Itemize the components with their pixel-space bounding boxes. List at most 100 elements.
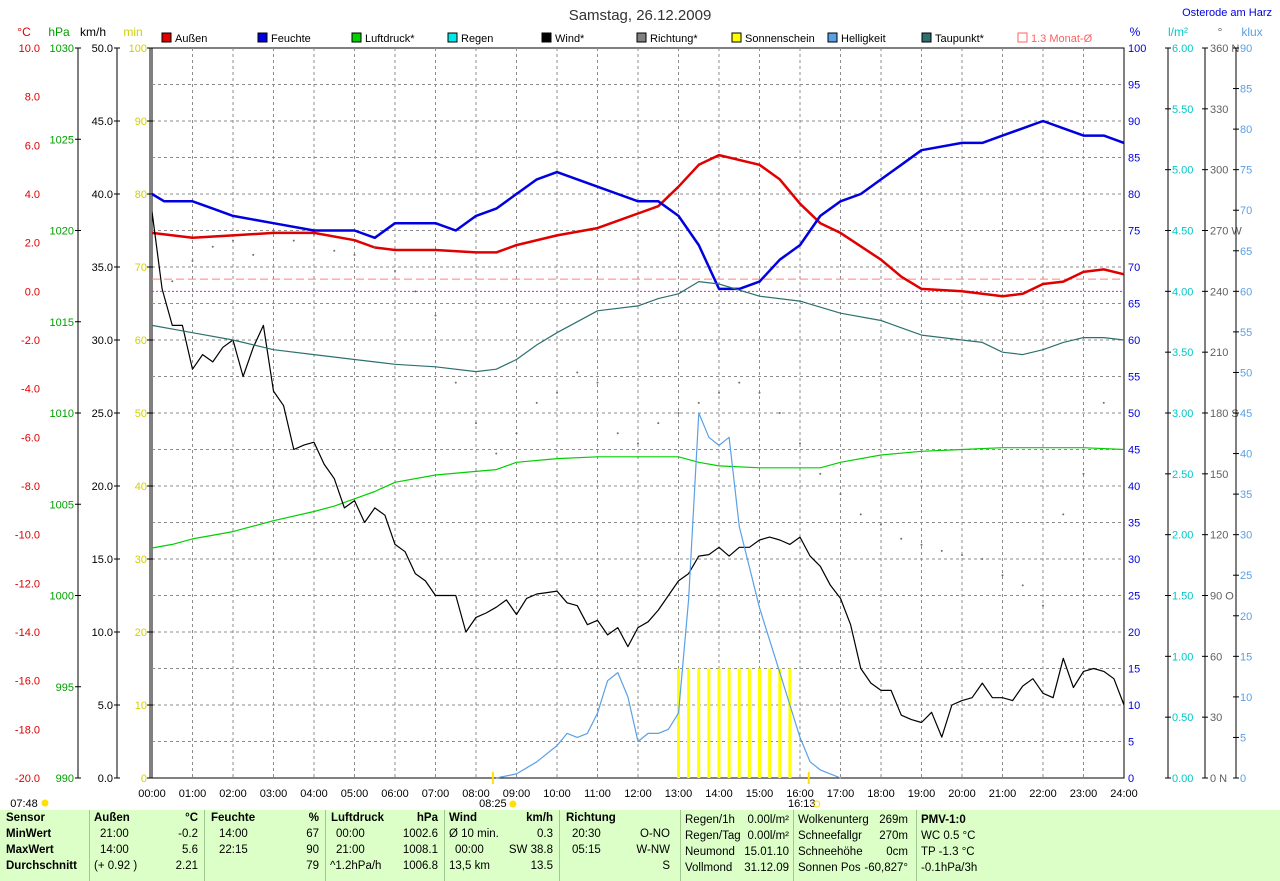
- humidity-tick-label: 25: [1128, 591, 1140, 603]
- direction-point: [353, 253, 356, 256]
- temp-tick-label: 8.0: [25, 92, 40, 104]
- sunshine-bar: [788, 668, 792, 778]
- aussen-max-time: 14:00: [100, 844, 129, 856]
- x-tick-label: 03:00: [260, 788, 288, 800]
- sonnenpos-label: Sonnen Pos: [798, 862, 861, 874]
- x-tick-label: 08:00: [462, 788, 490, 800]
- rain-tick-label: 4.50: [1172, 226, 1193, 238]
- direction-tick-label: 210: [1210, 347, 1228, 359]
- humidity-tick-label: 50: [1128, 408, 1140, 420]
- richtung-avg-value: S: [662, 860, 670, 872]
- aussen-unit: °C: [185, 812, 198, 824]
- direction-point: [454, 381, 457, 384]
- regen-tag-value: 0.00l/m²: [747, 830, 789, 842]
- direction-point: [961, 553, 963, 556]
- pressure-tick-label: 995: [56, 682, 74, 694]
- aussen-avg-value: 2.21: [175, 860, 198, 872]
- wind-tick-label: 20.0: [92, 481, 113, 493]
- direction-tick-label: 330: [1210, 104, 1228, 116]
- x-tick-label: 15:00: [746, 788, 774, 800]
- light-tick-label: 40: [1240, 449, 1252, 461]
- pressure-tick-label: 1020: [50, 226, 74, 238]
- regen-1h-value: 0.00l/m²: [747, 814, 789, 826]
- direction-point: [414, 290, 417, 293]
- sensor-column: Sensor MinWert MaxWert Durchschnitt: [6, 810, 86, 881]
- wind-tick-label: 40.0: [92, 189, 113, 201]
- legend-label: Feuchte: [271, 33, 311, 45]
- rain-tick-label: 1.00: [1172, 651, 1193, 663]
- schneefallgr-label: Schneefallgr: [798, 830, 862, 842]
- legend-swatch: [636, 32, 647, 43]
- direction-point: [434, 314, 437, 317]
- direction-point: [313, 233, 315, 236]
- schneefallgr-value: 270m: [879, 830, 908, 842]
- wind-tick-label: 5.0: [98, 700, 113, 712]
- wind-tick-label: 0.0: [98, 773, 113, 785]
- sunshine-bar: [697, 668, 701, 778]
- direction-point: [657, 422, 660, 425]
- direction-point: [778, 412, 781, 414]
- sun-tick-label: 60: [135, 335, 147, 347]
- light-tick-label: 45: [1240, 408, 1252, 420]
- direction-point: [637, 442, 639, 445]
- humidity-tick-label: 40: [1128, 481, 1140, 493]
- direction-point: [616, 432, 619, 435]
- unit-sun: min: [123, 25, 142, 39]
- legend-swatch: [731, 32, 742, 43]
- sunshine-bar: [687, 668, 691, 778]
- direction-point: [900, 537, 903, 540]
- sunshine-bar: [707, 668, 711, 778]
- sunshine-bar: [778, 668, 782, 778]
- direction-tick-label: 360 N: [1210, 43, 1239, 55]
- series-line: [151, 447, 1125, 549]
- neumond-value: 15.01.10: [744, 846, 789, 858]
- neumond-label: Neumond: [685, 846, 735, 858]
- series-line: [151, 119, 1125, 291]
- sensor-title: Sensor: [6, 812, 45, 824]
- x-tick-label: 10:00: [543, 788, 571, 800]
- direction-point: [333, 249, 336, 252]
- series-line: [151, 153, 1125, 298]
- rain-tick-label: 0.00: [1172, 773, 1193, 785]
- temp-tick-label: -8.0: [21, 481, 40, 493]
- light-tick-label: 75: [1240, 165, 1252, 177]
- vollmond-label: Vollmond: [685, 862, 733, 874]
- direction-point: [191, 259, 194, 262]
- feuchte-column: Feuchte% 14:00 67 22:15 90 79: [204, 810, 323, 881]
- light-tick-label: 30: [1240, 530, 1252, 542]
- humidity-tick-label: 35: [1128, 518, 1140, 530]
- legend-label: Taupunkt*: [935, 33, 985, 45]
- direction-point: [394, 270, 396, 273]
- x-tick-label: 04:00: [300, 788, 328, 800]
- aussen-min-value: -0.2: [178, 828, 198, 840]
- unit-rain: l/m²: [1168, 25, 1188, 39]
- direction-point: [859, 513, 862, 516]
- pressure-tick-label: 1015: [50, 317, 74, 329]
- sunshine-bar: [727, 668, 731, 778]
- x-axis: 00:00 01:00 02:00 03:00 04:00 05:00 06:00 07:00…: [10, 772, 1138, 810]
- rain-tick-label: 6.00: [1172, 43, 1193, 55]
- direction-tick-label: 90 O: [1210, 591, 1234, 603]
- richtung-min-value: O-NO: [639, 828, 670, 840]
- luftdruck-min-time: 00:00: [336, 828, 365, 840]
- sun-tick-label: 10: [135, 700, 147, 712]
- unit-temp: °C: [17, 25, 31, 39]
- rain-tick-label: 0.50: [1172, 712, 1193, 724]
- legend-swatch: [161, 32, 172, 43]
- luftdruck-avg-value: 1006.8: [402, 860, 438, 872]
- direction-point: [920, 543, 923, 546]
- wind-max-time: 00:00: [455, 844, 484, 856]
- wind-tick-label: 35.0: [92, 262, 113, 274]
- x-tick-label: 16:00: [786, 788, 814, 800]
- direction-point: [232, 239, 234, 242]
- humidity-tick-label: 85: [1128, 153, 1140, 165]
- direction-point: [373, 245, 376, 248]
- series-line: [496, 412, 841, 779]
- wind-avg-value: 13.5: [530, 860, 553, 872]
- location-label: Osterode am Harz: [1182, 7, 1272, 19]
- unit-direction: °: [1218, 25, 1223, 39]
- humidity-tick-label: 90: [1128, 116, 1140, 128]
- grid-lines: [152, 48, 1124, 778]
- direction-point: [981, 558, 984, 560]
- sunshine-bar: [758, 668, 761, 778]
